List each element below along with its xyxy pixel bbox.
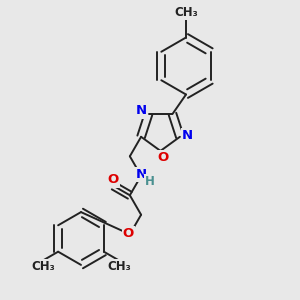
Text: O: O [107,173,118,187]
Text: CH₃: CH₃ [31,260,55,273]
Text: N: N [136,168,147,181]
Text: CH₃: CH₃ [174,6,198,20]
Text: O: O [158,151,169,164]
Text: H: H [145,175,155,188]
Text: N: N [135,104,147,118]
Text: CH₃: CH₃ [107,260,131,273]
Text: N: N [182,129,193,142]
Text: O: O [123,227,134,240]
